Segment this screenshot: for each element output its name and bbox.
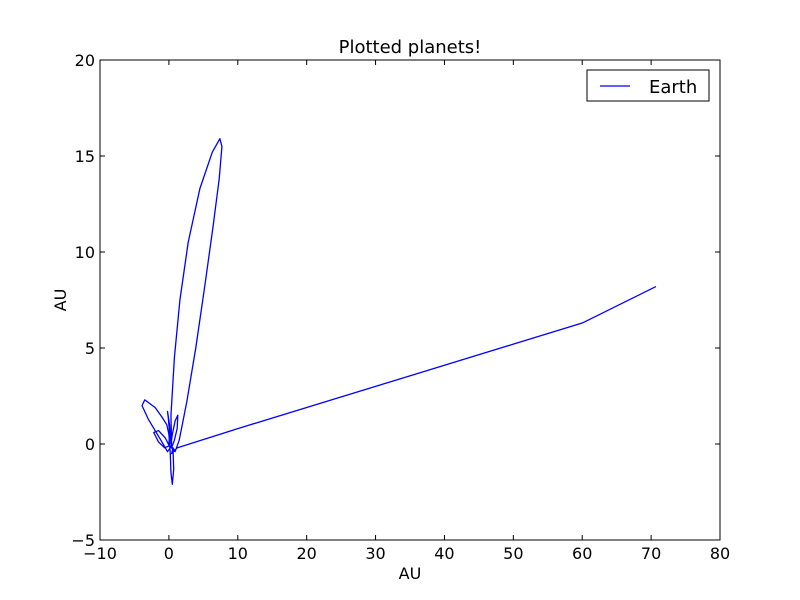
plot-area xyxy=(141,138,657,485)
axis-ticks: −10 0 10 20 30 40 50 60 70 80 −5 0 5 10 15 20 xyxy=(71,51,730,563)
x-tick-label: 70 xyxy=(641,544,661,563)
y-tick-label: 10 xyxy=(75,243,95,262)
x-tick-label: 10 xyxy=(228,544,248,563)
plot-frame xyxy=(99,59,721,541)
y-tick-label: −5 xyxy=(71,531,95,550)
x-tick-label: 50 xyxy=(503,544,523,563)
y-tick-label: 0 xyxy=(85,435,95,454)
x-tick-label: 40 xyxy=(434,544,454,563)
x-tick-label: 30 xyxy=(365,544,385,563)
legend: Earth xyxy=(586,69,710,102)
x-tick-label: 0 xyxy=(164,544,174,563)
legend-label-earth: Earth xyxy=(649,77,697,98)
y-tick-label: 5 xyxy=(85,339,95,358)
x-tick-label: 80 xyxy=(710,544,730,563)
series-line-earth xyxy=(141,138,657,485)
x-tick-label: −10 xyxy=(83,544,117,563)
x-axis-label: AU xyxy=(399,564,422,583)
x-tick-label: 60 xyxy=(572,544,592,563)
chart-title: Plotted planets! xyxy=(339,37,482,58)
y-tick-label: 20 xyxy=(75,51,95,70)
y-axis-label: AU xyxy=(51,289,70,312)
x-tick-label: 20 xyxy=(296,544,316,563)
y-tick-label: 15 xyxy=(75,147,95,166)
